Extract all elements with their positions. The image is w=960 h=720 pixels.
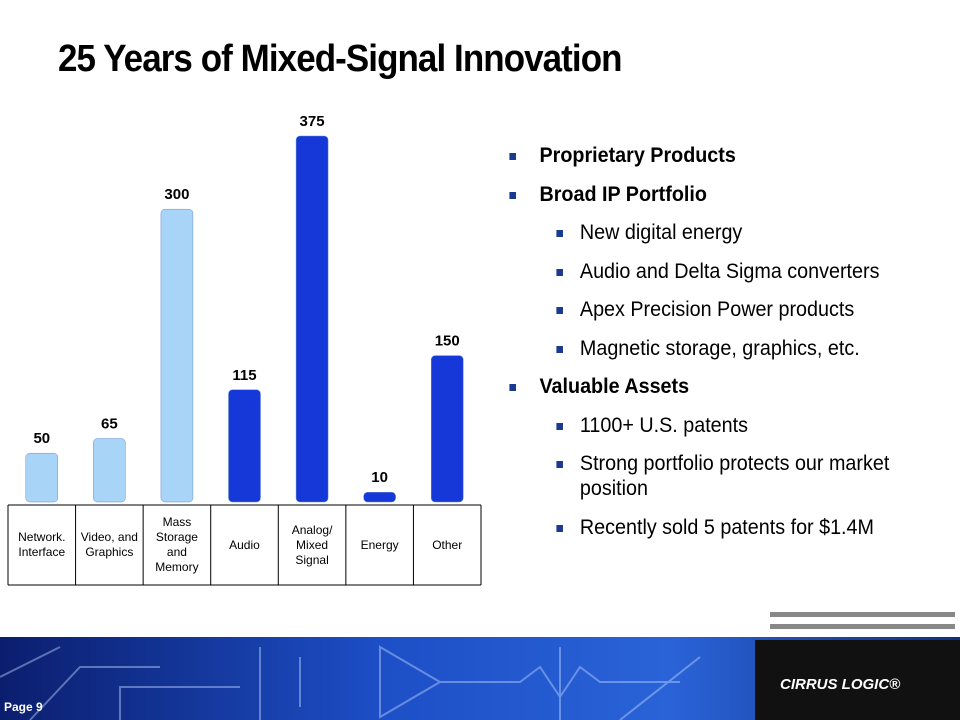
bullet-item: Strong portfolio protects our market pos…: [500, 451, 914, 501]
bullet-item: Audio and Delta Sigma converters: [500, 259, 914, 284]
chip-pins: [770, 612, 955, 629]
bar: [228, 389, 261, 503]
bullet-item: Proprietary Products: [500, 143, 914, 168]
page-number: Page 9: [4, 700, 43, 714]
value-label: 375: [300, 113, 325, 130]
category-label: Video, and Graphics: [80, 530, 138, 559]
bullet-item: 1100+ U.S. patents: [500, 413, 914, 438]
value-label: 300: [164, 186, 189, 203]
circuit-art: [0, 645, 701, 720]
bullet-item: Valuable Assets: [500, 374, 914, 399]
value-label: 65: [101, 416, 118, 433]
value-label: 115: [232, 367, 256, 384]
bar: [93, 438, 126, 503]
slide-title: 25 Years of Mixed-Signal Innovation: [58, 38, 622, 80]
logo-box: [755, 640, 960, 720]
category-label: Network. Interface: [18, 530, 66, 559]
bar: [430, 355, 464, 503]
logo: CIRRUS LOGIC®: [780, 676, 901, 693]
value-label: 10: [371, 469, 388, 486]
value-label: 50: [33, 430, 50, 447]
bullet-item: Broad IP Portfolio: [500, 182, 914, 207]
bar: [25, 452, 59, 503]
bullet-list: Proprietary Products Broad IP Portfolio Ne…: [500, 143, 940, 553]
bar: [363, 491, 396, 503]
bar: [160, 208, 194, 503]
bar: [295, 135, 329, 503]
bullet-item: Recently sold 5 patents for $1.4M: [500, 515, 914, 540]
category-label: Audio: [229, 537, 260, 552]
category-label: Analog/ Mixed Signal: [291, 522, 333, 567]
category-label: Mass Storage and Memory: [155, 515, 199, 574]
category-label: Energy: [360, 537, 399, 552]
category-label: Other: [432, 537, 463, 552]
bullet-item: New digital energy: [500, 220, 914, 245]
value-label: 150: [435, 333, 460, 350]
bullet-item: Magnetic storage, graphics, etc.: [500, 336, 914, 361]
bullet-item: Apex Precision Power products: [500, 297, 914, 322]
